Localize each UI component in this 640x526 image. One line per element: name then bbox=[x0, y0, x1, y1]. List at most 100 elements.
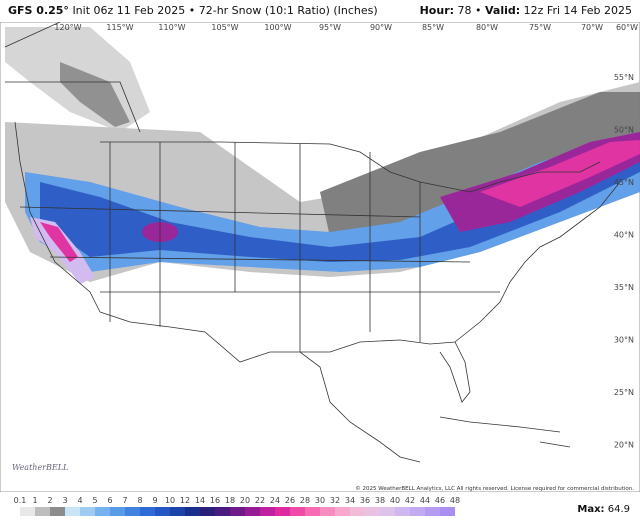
color-swatch bbox=[95, 507, 110, 516]
legend-label: 34 bbox=[345, 496, 355, 505]
legend-label: 42 bbox=[405, 496, 415, 505]
lon-label: 95°W bbox=[319, 23, 341, 32]
color-swatch bbox=[245, 507, 260, 516]
lon-label: 60°W bbox=[616, 23, 638, 32]
legend-label: 24 bbox=[270, 496, 280, 505]
color-swatch bbox=[20, 507, 35, 516]
color-swatch bbox=[185, 507, 200, 516]
color-swatch bbox=[320, 507, 335, 516]
legend-label: 36 bbox=[360, 496, 370, 505]
legend-label: 32 bbox=[330, 496, 340, 505]
legend-label: 16 bbox=[210, 496, 220, 505]
lon-label: 90°W bbox=[370, 23, 392, 32]
max-value: 64.9 bbox=[607, 504, 630, 515]
hour-label: Hour: bbox=[419, 4, 455, 17]
lon-label: 70°W bbox=[581, 23, 603, 32]
color-swatch bbox=[335, 507, 350, 516]
max-label: Max: bbox=[577, 504, 605, 515]
lat-label: 55°N bbox=[614, 73, 634, 82]
logo: WeatherBELL bbox=[12, 463, 68, 472]
header-left: GFS 0.25° Init 06z 11 Feb 2025 • 72-hr S… bbox=[8, 0, 378, 22]
color-swatch bbox=[200, 507, 215, 516]
legend-label: 4 bbox=[77, 496, 82, 505]
lat-label: 20°N bbox=[614, 441, 634, 450]
lon-label: 120°W bbox=[54, 23, 81, 32]
color-swatch bbox=[230, 507, 245, 516]
legend-label: 26 bbox=[285, 496, 295, 505]
legend-label: 20 bbox=[240, 496, 250, 505]
lon-labels: 120°W 115°W 110°W 105°W 100°W 95°W 90°W 85°W 80°… bbox=[54, 23, 638, 32]
lat-label: 25°N bbox=[614, 388, 634, 397]
valid-label: Valid: bbox=[485, 4, 521, 17]
color-swatch bbox=[110, 507, 125, 516]
color-swatch bbox=[50, 507, 65, 516]
colorbar: 0.1 1 2 3 4 5 6 7 8 9 10 12 14 16 18 20 22 24 26 28 30 32 34 36… bbox=[14, 496, 460, 516]
legend-label: 38 bbox=[375, 496, 385, 505]
color-swatch bbox=[260, 507, 275, 516]
map: 120°W 115°W 110°W 105°W 100°W 95°W 90°W 85°W 80°… bbox=[0, 22, 640, 492]
lat-label: 45°N bbox=[614, 178, 634, 187]
color-swatch bbox=[35, 507, 50, 516]
legend-label: 40 bbox=[390, 496, 400, 505]
color-swatch bbox=[80, 507, 95, 516]
lat-label: 40°N bbox=[614, 231, 634, 240]
legend-label: 12 bbox=[180, 496, 190, 505]
lon-label: 105°W bbox=[211, 23, 238, 32]
color-swatch bbox=[425, 507, 440, 516]
lat-labels: 55°N 50°N 45°N 40°N 35°N 30°N 25°N 20°N bbox=[614, 73, 634, 450]
legend-label: 48 bbox=[450, 496, 460, 505]
color-swatch bbox=[290, 507, 305, 516]
color-swatch bbox=[65, 507, 80, 516]
legend-label: 6 bbox=[107, 496, 112, 505]
legend-label: 18 bbox=[225, 496, 235, 505]
legend-label: 46 bbox=[435, 496, 445, 505]
lat-label: 50°N bbox=[614, 126, 634, 135]
color-swatch bbox=[305, 507, 320, 516]
legend-label: 30 bbox=[315, 496, 325, 505]
legend-label: 8 bbox=[137, 496, 142, 505]
legend-label: 10 bbox=[165, 496, 175, 505]
color-swatch bbox=[140, 507, 155, 516]
lon-label: 75°W bbox=[529, 23, 551, 32]
legend-label: 3 bbox=[62, 496, 67, 505]
legend-label: 9 bbox=[152, 496, 157, 505]
legend-label: 2 bbox=[47, 496, 52, 505]
color-swatch bbox=[350, 507, 365, 516]
color-swatch bbox=[365, 507, 380, 516]
hour: 78 • bbox=[457, 4, 482, 17]
legend-label: 28 bbox=[300, 496, 310, 505]
borders bbox=[4, 22, 621, 463]
color-swatch bbox=[155, 507, 170, 516]
color-swatch bbox=[275, 507, 290, 516]
legend-label: 7 bbox=[122, 496, 127, 505]
lon-label: 80°W bbox=[476, 23, 498, 32]
legend-label: 14 bbox=[195, 496, 205, 505]
color-swatch bbox=[170, 507, 185, 516]
header: GFS 0.25° Init 06z 11 Feb 2025 • 72-hr S… bbox=[0, 0, 640, 22]
color-swatch bbox=[395, 507, 410, 516]
lon-label: 85°W bbox=[422, 23, 444, 32]
color-swatch bbox=[215, 507, 230, 516]
lon-label: 115°W bbox=[106, 23, 133, 32]
description: Init 06z 11 Feb 2025 • 72-hr Snow (10:1 … bbox=[72, 4, 378, 17]
legend-label: 44 bbox=[420, 496, 430, 505]
legend-label: 5 bbox=[92, 496, 97, 505]
snow-field bbox=[5, 27, 640, 284]
color-swatch bbox=[125, 507, 140, 516]
lat-label: 30°N bbox=[614, 336, 634, 345]
lon-label: 100°W bbox=[264, 23, 291, 32]
model: GFS 0.25° bbox=[8, 4, 69, 17]
color-swatch bbox=[440, 507, 455, 516]
lon-label: 110°W bbox=[158, 23, 185, 32]
legend-label: 0.1 bbox=[14, 496, 27, 505]
color-swatch bbox=[410, 507, 425, 516]
lat-label: 35°N bbox=[614, 283, 634, 292]
legend-label: 1 bbox=[32, 496, 37, 505]
copyright: © 2025 WeatherBELL Analytics, LLC All ri… bbox=[355, 485, 634, 492]
max: Max: 64.9 bbox=[577, 504, 630, 515]
valid: 12z Fri 14 Feb 2025 bbox=[523, 4, 632, 17]
color-swatch bbox=[380, 507, 395, 516]
header-right: Hour: 78 • Valid: 12z Fri 14 Feb 2025 bbox=[420, 0, 632, 22]
legend-label: 22 bbox=[255, 496, 265, 505]
